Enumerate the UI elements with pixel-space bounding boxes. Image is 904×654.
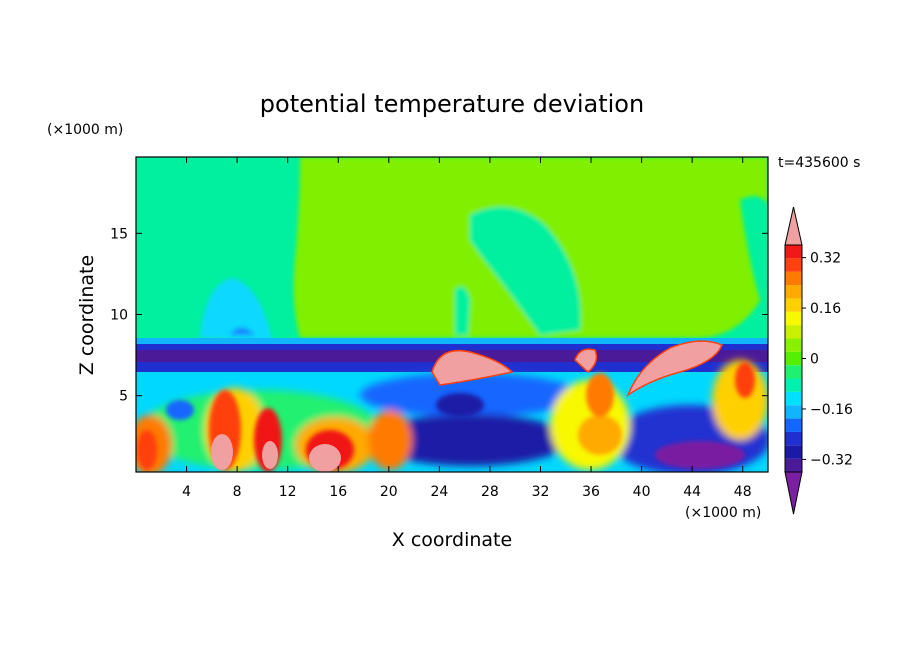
colorbar-bin (785, 245, 802, 259)
colorbar-bin (785, 405, 802, 419)
y-tick-label: 15 (110, 226, 128, 242)
x-tick-label: 4 (182, 484, 191, 500)
colorbar-max-extension (784, 206, 803, 246)
colorbar: 0.32 0.16 0 −0.16 −0.32 (784, 206, 853, 515)
x-tick-label: 44 (683, 484, 701, 500)
x-tick-label: 28 (481, 484, 499, 500)
colorbar-bin (785, 418, 802, 432)
x-tick-label: 20 (380, 484, 398, 500)
colorbar-bin (785, 325, 802, 339)
x-axis-label: X coordinate (392, 529, 512, 551)
colorbar-bin (785, 365, 802, 379)
colorbar-label: 0.16 (810, 301, 841, 317)
colorbar-label: −0.16 (810, 402, 853, 418)
x-tick-label: 48 (734, 484, 752, 500)
x-tick-label: 36 (582, 484, 600, 500)
colorbar-bin (785, 285, 802, 299)
colorbar-min-extension (784, 471, 803, 515)
colorbar-bin (785, 445, 802, 459)
x-tick-label: 40 (633, 484, 651, 500)
x-tick-label: 24 (430, 484, 448, 500)
colorbar-label: 0.32 (810, 251, 841, 267)
chart-title: potential temperature deviation (260, 90, 644, 118)
colorbar-bin (785, 338, 802, 352)
contour-field (136, 157, 768, 472)
colorbar-bin (785, 311, 802, 326)
x-tick-label: 12 (279, 484, 297, 500)
colorbar-bin (785, 378, 802, 392)
x-axis-ticks: 4 8 12 16 20 24 28 32 36 40 44 48 (182, 157, 752, 500)
colorbar-bin (785, 458, 802, 472)
y-unit-label: (×1000 m) (47, 122, 123, 138)
colorbar-bin (785, 431, 802, 446)
colorbar-bin (785, 351, 802, 366)
colorbar-bin (785, 271, 802, 286)
x-tick-label: 16 (329, 484, 347, 500)
y-axis-label: Z coordinate (76, 255, 98, 375)
colorbar-bin (785, 298, 802, 312)
colorbar-bin (785, 391, 802, 406)
colorbar-label: 0 (810, 352, 819, 368)
y-axis-ticks: 5 10 15 (110, 226, 768, 405)
x-tick-label: 32 (532, 484, 550, 500)
x-tick-label: 8 (233, 484, 242, 500)
y-tick-label: 5 (119, 389, 128, 405)
colorbar-label: −0.32 (810, 452, 853, 468)
time-label: t=435600 s (778, 155, 860, 171)
colorbar-bin (785, 258, 802, 272)
x-unit-label: (×1000 m) (685, 505, 761, 521)
y-tick-label: 10 (110, 308, 128, 324)
